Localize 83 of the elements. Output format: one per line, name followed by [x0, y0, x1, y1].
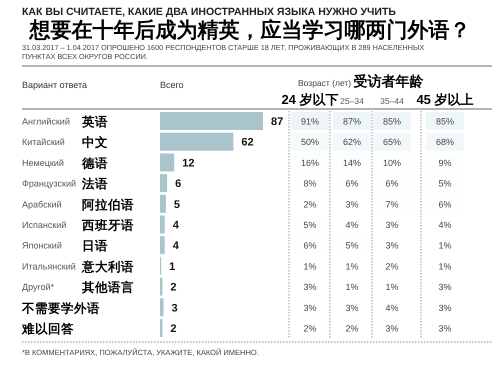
data-label: 9%: [438, 158, 452, 168]
data-label: 3%: [385, 240, 399, 251]
data-label: 3%: [345, 199, 359, 210]
bar: [160, 112, 263, 130]
data-label: 87%: [342, 116, 362, 126]
data-label: 6%: [385, 178, 399, 189]
bar: [160, 236, 165, 254]
y-tick-label: Французский 法语: [22, 177, 108, 192]
data-label: 7%: [385, 199, 399, 210]
category-label: Английский 英语: [22, 115, 108, 129]
data-label: 5%: [345, 240, 359, 251]
y-tick-label: 不需要学外语: [21, 301, 100, 316]
data-label: 12: [182, 157, 194, 170]
category-label: Другой* 其他语言: [22, 280, 134, 295]
data-label: 65%: [382, 137, 402, 148]
data-label: 3%: [385, 324, 399, 334]
bar: [160, 132, 234, 151]
chart-title: 想要在十年后成为精英，应当学习哪两门外语？: [28, 18, 470, 42]
data-label: 1: [169, 260, 176, 273]
data-label: 2%: [303, 324, 317, 334]
chart-title: Возраст (лет) 受访者年龄: [298, 73, 424, 89]
data-label: 2%: [303, 199, 317, 210]
data-label: 62: [241, 136, 254, 149]
category-label: Немецкий 德语: [22, 156, 108, 170]
y-axis-title: Вариант ответа: [22, 80, 87, 90]
data-label: 3%: [303, 282, 317, 292]
data-label: 3%: [345, 302, 359, 313]
data-label: 85%: [382, 116, 402, 126]
data-label: 4%: [345, 220, 359, 230]
data-label: 4%: [438, 220, 452, 230]
data-label: 14%: [342, 158, 362, 168]
data-label: 1%: [438, 240, 452, 251]
data-label: 5%: [438, 178, 452, 189]
data-label: 3%: [438, 282, 452, 292]
bar: [160, 153, 174, 172]
bar: [160, 194, 166, 213]
y-tick-label: Итальянский 意大利语: [22, 258, 134, 274]
y-tick-label: 难以回答: [21, 322, 74, 336]
x-tick-label: 35–44: [380, 96, 404, 106]
data-label: 1%: [385, 282, 399, 292]
data-label: 68%: [436, 137, 454, 148]
data-label: 87: [271, 116, 284, 128]
data-label: 5%: [303, 220, 317, 230]
data-label: 2: [170, 323, 176, 335]
x-tick-label: 24 岁以下: [281, 92, 339, 107]
data-label: 1%: [345, 261, 359, 272]
data-label: 1%: [303, 261, 317, 272]
data-label: 8%: [303, 178, 317, 189]
data-label: 3%: [438, 324, 452, 334]
data-label: 6: [175, 178, 182, 190]
data-label: 2%: [345, 324, 359, 334]
data-label: 3%: [438, 302, 452, 313]
chart-subtitle: КАК ВЫ СЧИТАЕТЕ, КАКИЕ ДВА ИНОСТРАННЫХ ЯЗЫКА НУЖНО УЧИТЬ: [22, 6, 396, 18]
data-label: 3%: [303, 302, 317, 313]
data-label: 5: [174, 198, 180, 211]
data-label: 3: [172, 302, 178, 314]
data-label: 2: [170, 282, 176, 294]
data-label: 4: [172, 220, 180, 232]
data-label: 85%: [436, 116, 454, 126]
data-label: 1%: [438, 261, 452, 272]
data-label: 6%: [303, 240, 317, 251]
data-label: 62%: [342, 137, 362, 148]
x-tick-label: 45 岁以上: [416, 92, 474, 107]
data-label: 2%: [385, 261, 399, 272]
data-label: 50%: [300, 137, 320, 148]
data-label: 3%: [385, 220, 399, 230]
x-axis-title: Всего: [160, 80, 184, 90]
category-label: Арабский 阿拉伯语: [22, 198, 134, 212]
data-label: 4%: [385, 302, 399, 313]
data-label: 4: [172, 240, 180, 252]
data-label: 10%: [382, 158, 402, 168]
data-label: 6%: [438, 199, 452, 210]
data-label: 16%: [300, 158, 320, 168]
data-label: 6%: [345, 178, 359, 189]
x-tick-label: 25–34: [340, 96, 364, 106]
category-label: Испанский 西班牙语: [22, 218, 134, 232]
bar: [160, 174, 168, 192]
category-label: Японский 日语: [22, 239, 108, 254]
category-label: Китайский 中文: [22, 136, 108, 150]
data-label: 1%: [345, 282, 359, 292]
bar: [160, 298, 164, 316]
data-label: 91%: [300, 116, 320, 126]
bar: [160, 216, 165, 234]
